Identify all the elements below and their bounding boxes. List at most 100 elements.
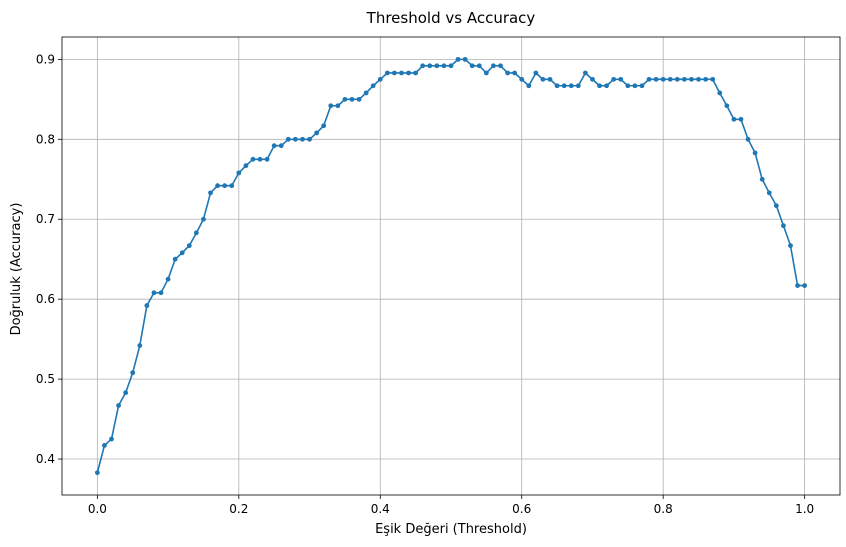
data-point	[561, 83, 567, 89]
data-point	[229, 183, 235, 189]
data-point	[158, 290, 164, 296]
data-point	[384, 70, 390, 76]
data-point	[377, 76, 383, 82]
x-tick-label: 0.8	[654, 502, 673, 516]
data-point	[717, 90, 723, 96]
data-point	[512, 70, 518, 76]
data-point	[370, 83, 376, 89]
data-point	[94, 470, 100, 476]
x-axis: 0.0 0.2 0.4 0.6 0.8 1.0	[88, 495, 814, 516]
data-point	[519, 76, 525, 82]
data-point	[285, 136, 291, 142]
data-point	[356, 96, 362, 102]
data-point	[604, 83, 609, 89]
data-point	[392, 70, 397, 76]
data-point	[335, 103, 341, 109]
data-point	[611, 76, 617, 82]
data-point	[632, 83, 638, 89]
data-point	[773, 203, 779, 209]
plot-frame	[61, 36, 841, 496]
data-point	[109, 436, 114, 442]
data-point	[271, 143, 277, 149]
data-point	[250, 156, 256, 162]
data-point	[222, 183, 228, 189]
data-point	[420, 63, 426, 69]
data-point	[116, 403, 121, 408]
data-point	[278, 143, 284, 149]
data-point	[590, 76, 595, 82]
data-point	[759, 176, 765, 182]
series-group	[94, 56, 808, 476]
data-point	[597, 83, 602, 89]
data-point	[406, 70, 411, 76]
data-point	[193, 230, 199, 236]
data-point	[349, 96, 355, 102]
data-point	[236, 170, 242, 176]
data-point	[257, 156, 263, 162]
data-point	[766, 190, 772, 196]
data-point	[455, 56, 461, 62]
data-point	[752, 150, 758, 156]
data-point	[781, 223, 786, 229]
data-point	[795, 283, 800, 288]
data-point	[151, 290, 157, 296]
data-point	[307, 136, 312, 142]
data-point	[321, 123, 327, 129]
data-point	[165, 276, 171, 282]
y-axis: 0.4 0.5 0.6 0.7 0.8 0.9	[36, 52, 62, 466]
data-point	[554, 83, 560, 89]
data-point	[172, 256, 178, 262]
data-point	[215, 183, 221, 189]
y-tick-label: 0.5	[36, 372, 55, 386]
grid-lines	[62, 37, 840, 495]
data-point	[526, 83, 532, 89]
data-point	[491, 63, 496, 69]
data-point	[745, 136, 751, 142]
data-point	[469, 63, 475, 69]
data-point	[328, 103, 334, 109]
data-point	[582, 70, 588, 76]
data-point	[540, 76, 546, 82]
data-point	[483, 70, 489, 76]
y-tick-label: 0.9	[36, 52, 55, 66]
data-point	[738, 116, 744, 122]
y-tick-label: 0.8	[36, 132, 55, 146]
data-point	[505, 70, 510, 76]
data-point	[625, 83, 631, 89]
data-point	[476, 63, 482, 69]
data-point	[130, 370, 136, 376]
data-point	[137, 343, 143, 348]
data-point	[314, 130, 320, 136]
data-point	[363, 90, 369, 96]
x-tick-label: 0.6	[512, 502, 531, 516]
x-tick-label: 1.0	[795, 502, 814, 516]
data-point	[208, 190, 213, 196]
data-point	[186, 243, 192, 249]
data-point	[123, 390, 129, 396]
data-point	[575, 83, 581, 89]
data-point	[788, 243, 793, 249]
data-point	[547, 76, 553, 82]
data-point	[427, 63, 433, 69]
x-tick-label: 0.2	[229, 502, 248, 516]
data-point	[618, 76, 624, 82]
data-point	[201, 216, 206, 222]
y-axis-label: Doğruluk (Accuracy)	[9, 203, 24, 336]
data-point	[689, 76, 694, 82]
y-tick-label: 0.4	[36, 452, 55, 466]
data-point	[144, 303, 150, 308]
data-point	[102, 443, 107, 448]
data-point	[703, 76, 709, 82]
data-point	[667, 76, 673, 82]
y-tick-label: 0.6	[36, 292, 55, 306]
data-point	[462, 56, 468, 62]
data-point	[696, 76, 701, 82]
data-point	[264, 156, 270, 162]
data-point	[568, 83, 574, 89]
data-point	[293, 136, 298, 142]
data-point	[243, 163, 249, 169]
x-tick-label: 0.0	[88, 502, 107, 516]
data-point	[498, 63, 503, 69]
data-point	[724, 103, 730, 109]
